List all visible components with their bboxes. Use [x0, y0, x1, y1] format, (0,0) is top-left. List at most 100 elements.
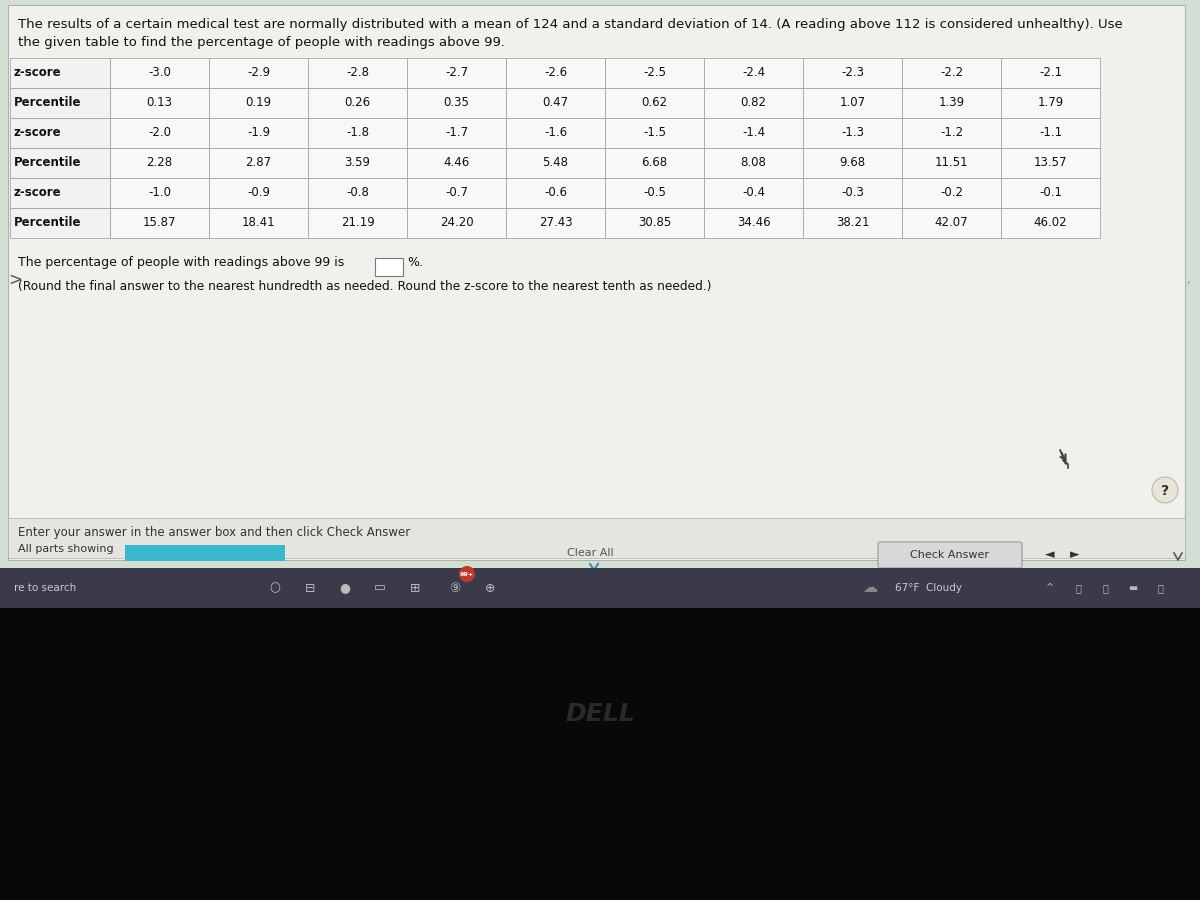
Text: -0.3: -0.3 [841, 186, 864, 200]
Text: -0.4: -0.4 [742, 186, 766, 200]
Bar [308, 148, 407, 178]
Text: ►: ► [1070, 548, 1080, 562]
Bar [110, 178, 209, 208]
Bar [125, 545, 286, 561]
Bar [407, 208, 506, 238]
Text: ⊟: ⊟ [305, 581, 316, 595]
Text: The results of a certain medical test are normally distributed with a mean of 12: The results of a certain medical test ar… [18, 18, 1123, 31]
Bar [902, 58, 1001, 88]
Text: ▬: ▬ [1128, 583, 1138, 593]
Text: 15.87: 15.87 [143, 217, 176, 230]
Text: 99+: 99+ [460, 572, 474, 577]
Text: Enter your answer in the answer box and then click Check Answer: Enter your answer in the answer box and … [18, 526, 410, 539]
Text: (Round the final answer to the nearest hundredth as needed. Round the z-score to: (Round the final answer to the nearest h… [18, 280, 712, 293]
Text: 8.08: 8.08 [740, 157, 767, 169]
Text: All parts showing: All parts showing [18, 544, 114, 554]
Text: -2.0: -2.0 [148, 127, 172, 140]
Text: z-score: z-score [14, 127, 61, 140]
Bar [0, 608, 1200, 900]
Bar [407, 148, 506, 178]
Bar [374, 258, 403, 276]
Text: ○: ○ [270, 581, 281, 595]
Bar [605, 58, 704, 88]
Bar [1001, 148, 1100, 178]
Text: 38.21: 38.21 [835, 217, 869, 230]
Text: -3.0: -3.0 [148, 67, 170, 79]
Bar [803, 88, 902, 118]
Bar [8, 5, 1186, 560]
Bar [1001, 178, 1100, 208]
Bar [209, 118, 308, 148]
Bar [704, 148, 803, 178]
Text: Check Answer: Check Answer [911, 550, 990, 560]
Text: re to search: re to search [14, 583, 77, 593]
Text: %.: %. [407, 256, 424, 269]
Bar [605, 148, 704, 178]
Bar [10, 178, 110, 208]
Text: -0.9: -0.9 [247, 186, 270, 200]
Bar [506, 148, 605, 178]
Bar [803, 148, 902, 178]
Text: -0.8: -0.8 [346, 186, 368, 200]
Circle shape [458, 566, 475, 582]
Bar [407, 88, 506, 118]
Bar [605, 88, 704, 118]
Text: ◄: ◄ [1045, 548, 1055, 562]
Bar [902, 118, 1001, 148]
Text: -0.1: -0.1 [1039, 186, 1062, 200]
Text: -1.0: -1.0 [148, 186, 172, 200]
Bar [605, 208, 704, 238]
Bar [10, 58, 110, 88]
Text: >: > [8, 271, 22, 289]
Bar [803, 118, 902, 148]
Bar [110, 118, 209, 148]
Bar [902, 208, 1001, 238]
Text: DELL: DELL [565, 702, 635, 726]
Text: 1.39: 1.39 [938, 96, 965, 110]
Text: ⊞: ⊞ [409, 581, 420, 595]
Text: 21.19: 21.19 [341, 217, 374, 230]
Bar [0, 568, 1200, 608]
Text: -1.9: -1.9 [247, 127, 270, 140]
Bar [902, 88, 1001, 118]
Bar [803, 208, 902, 238]
Text: 🔊: 🔊 [1157, 583, 1163, 593]
Text: -2.5: -2.5 [643, 67, 666, 79]
Text: -1.4: -1.4 [742, 127, 766, 140]
Text: ▭: ▭ [374, 581, 386, 595]
Text: 2.28: 2.28 [146, 157, 173, 169]
Bar [407, 178, 506, 208]
Text: 30.85: 30.85 [638, 217, 671, 230]
Text: -1.6: -1.6 [544, 127, 568, 140]
Text: 9.68: 9.68 [840, 157, 865, 169]
Text: 5.48: 5.48 [542, 157, 569, 169]
Text: z-score: z-score [14, 186, 61, 200]
Bar [1001, 58, 1100, 88]
Bar [506, 118, 605, 148]
Bar [110, 88, 209, 118]
Text: 34.46: 34.46 [737, 217, 770, 230]
Text: 0.19: 0.19 [246, 96, 271, 110]
Bar [209, 148, 308, 178]
Text: -2.1: -2.1 [1039, 67, 1062, 79]
Text: 6.68: 6.68 [642, 157, 667, 169]
Bar [407, 118, 506, 148]
Text: 13.57: 13.57 [1033, 157, 1067, 169]
Bar [605, 118, 704, 148]
Text: ^: ^ [1046, 583, 1054, 593]
Bar [209, 208, 308, 238]
Text: 67°F  Cloudy: 67°F Cloudy [895, 583, 962, 593]
Bar [902, 148, 1001, 178]
Text: 0.26: 0.26 [344, 96, 371, 110]
Text: -2.2: -2.2 [940, 67, 964, 79]
Text: -1.1: -1.1 [1039, 127, 1062, 140]
Text: -2.8: -2.8 [346, 67, 370, 79]
Bar [605, 178, 704, 208]
Bar [506, 208, 605, 238]
Text: -0.2: -0.2 [940, 186, 964, 200]
Text: 2.87: 2.87 [246, 157, 271, 169]
Text: Percentile: Percentile [14, 217, 82, 230]
Text: 0.13: 0.13 [146, 96, 173, 110]
Text: ☁: ☁ [863, 580, 877, 596]
Text: Percentile: Percentile [14, 96, 82, 110]
